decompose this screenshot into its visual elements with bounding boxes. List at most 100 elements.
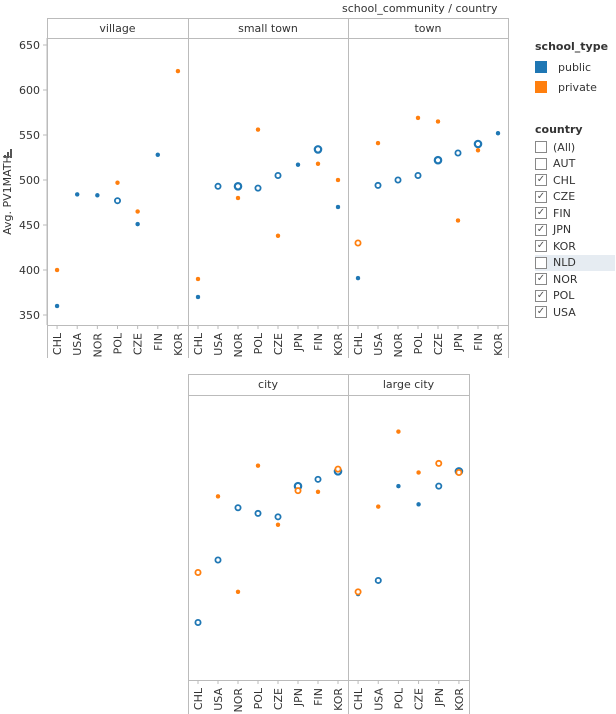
data-point-public[interactable] bbox=[374, 181, 382, 189]
legend-item-public[interactable]: public bbox=[535, 57, 615, 77]
data-point-private[interactable] bbox=[315, 161, 321, 167]
data-point-public[interactable] bbox=[195, 294, 201, 300]
data-point-private[interactable] bbox=[194, 569, 202, 577]
x-tick-label: CHL bbox=[352, 687, 365, 710]
country-filter-item[interactable]: (All) bbox=[535, 139, 615, 156]
data-point-private[interactable] bbox=[195, 276, 201, 282]
x-tick-label: CZE bbox=[272, 688, 285, 710]
country-filter-item[interactable]: ✓ CHL bbox=[535, 172, 615, 189]
data-point-public[interactable] bbox=[74, 192, 80, 197]
country-filter-item[interactable]: ✓ JPN bbox=[535, 222, 615, 239]
country-filter-item[interactable]: ✓ POL bbox=[535, 288, 615, 305]
checkbox[interactable]: ✓ bbox=[535, 240, 547, 253]
country-filter-item[interactable]: AUT bbox=[535, 156, 615, 173]
data-point-private[interactable] bbox=[235, 589, 241, 595]
data-point-private[interactable] bbox=[275, 233, 281, 239]
data-point-public[interactable] bbox=[254, 184, 262, 192]
y-axis-icon[interactable] bbox=[4, 143, 16, 158]
country-filter-label: FIN bbox=[553, 206, 571, 220]
data-point-private[interactable] bbox=[115, 180, 120, 185]
data-point-public[interactable] bbox=[114, 197, 122, 205]
data-point-public[interactable] bbox=[234, 504, 242, 512]
data-point-public[interactable] bbox=[214, 182, 222, 190]
data-point-public[interactable] bbox=[433, 155, 443, 165]
checkbox[interactable]: ✓ bbox=[535, 223, 547, 236]
checkbox[interactable]: ✓ bbox=[535, 190, 547, 203]
x-tick-label: NOR bbox=[232, 688, 245, 713]
data-point-public[interactable] bbox=[416, 502, 421, 507]
data-point-public[interactable] bbox=[495, 130, 501, 136]
data-point-public[interactable] bbox=[254, 509, 262, 517]
checkbox[interactable] bbox=[535, 256, 547, 269]
data-point-private[interactable] bbox=[235, 195, 241, 201]
checkbox[interactable] bbox=[535, 141, 547, 154]
legend-item-private[interactable]: private bbox=[535, 77, 615, 97]
data-point-public[interactable] bbox=[394, 176, 402, 184]
data-point-private[interactable] bbox=[416, 470, 421, 475]
legend-label-private: private bbox=[558, 80, 597, 94]
x-tick-label: NOR bbox=[232, 333, 245, 358]
data-point-private[interactable] bbox=[354, 239, 362, 247]
checkbox[interactable]: ✓ bbox=[535, 289, 547, 302]
data-point-public[interactable] bbox=[335, 204, 341, 210]
data-point-private[interactable] bbox=[294, 487, 302, 495]
checkbox[interactable]: ✓ bbox=[535, 207, 547, 220]
country-filter-item[interactable]: ✓ CZE bbox=[535, 189, 615, 206]
checkbox[interactable]: ✓ bbox=[535, 273, 547, 286]
data-point-public[interactable] bbox=[155, 152, 161, 158]
data-point-private[interactable] bbox=[396, 429, 401, 434]
data-point-private[interactable] bbox=[435, 119, 441, 124]
country-filter-item[interactable]: NLD bbox=[535, 254, 615, 271]
data-point-public[interactable] bbox=[355, 275, 361, 281]
y-tick-label: 500 bbox=[19, 174, 40, 187]
data-point-private[interactable] bbox=[475, 148, 481, 153]
data-point-public[interactable] bbox=[473, 139, 483, 149]
checkmark-icon: ✓ bbox=[536, 306, 546, 318]
data-point-private[interactable] bbox=[255, 127, 261, 132]
data-point-private[interactable] bbox=[135, 209, 140, 214]
facet-title: town bbox=[414, 22, 441, 35]
country-filter-item[interactable]: ✓ FIN bbox=[535, 205, 615, 222]
country-filter-item[interactable]: ✓ USA bbox=[535, 304, 615, 321]
data-point-private[interactable] bbox=[375, 140, 381, 146]
checkbox[interactable]: ✓ bbox=[535, 174, 547, 187]
data-point-public[interactable] bbox=[396, 483, 401, 489]
data-point-private[interactable] bbox=[455, 468, 463, 476]
data-point-public[interactable] bbox=[374, 576, 382, 584]
data-point-private[interactable] bbox=[275, 522, 281, 528]
data-point-public[interactable] bbox=[233, 182, 243, 191]
facet-panel: large city CHL USA POL CZE JPN KOR bbox=[348, 374, 470, 714]
data-point-private[interactable] bbox=[334, 465, 342, 473]
data-point-public[interactable] bbox=[314, 475, 322, 483]
data-point-private[interactable] bbox=[376, 504, 381, 509]
checkmark-icon: ✓ bbox=[536, 190, 546, 202]
data-point-private[interactable] bbox=[175, 68, 181, 74]
data-point-public[interactable] bbox=[95, 193, 100, 198]
data-point-public[interactable] bbox=[274, 513, 282, 521]
data-point-public[interactable] bbox=[454, 149, 462, 157]
data-point-private[interactable] bbox=[315, 489, 321, 495]
data-point-private[interactable] bbox=[215, 494, 221, 499]
data-point-public[interactable] bbox=[274, 171, 282, 179]
data-point-public[interactable] bbox=[194, 619, 202, 627]
checkbox[interactable] bbox=[535, 157, 547, 170]
data-point-public[interactable] bbox=[295, 162, 301, 167]
data-point-public[interactable] bbox=[313, 145, 323, 154]
data-point-private[interactable] bbox=[255, 463, 261, 468]
data-point-public[interactable] bbox=[135, 221, 140, 227]
data-point-private[interactable] bbox=[455, 218, 461, 223]
x-tick-label: KOR bbox=[332, 688, 345, 711]
data-point-private[interactable] bbox=[354, 588, 362, 596]
data-point-public[interactable] bbox=[214, 556, 222, 564]
data-point-public[interactable] bbox=[414, 171, 422, 179]
data-point-public[interactable] bbox=[54, 303, 60, 309]
data-point-private[interactable] bbox=[415, 115, 421, 121]
data-point-public[interactable] bbox=[435, 482, 443, 490]
data-point-private[interactable] bbox=[335, 177, 341, 183]
data-point-private[interactable] bbox=[435, 459, 443, 467]
checkbox[interactable]: ✓ bbox=[535, 306, 547, 319]
data-point-private[interactable] bbox=[54, 267, 60, 273]
country-filter-item[interactable]: ✓ NOR bbox=[535, 271, 615, 288]
country-filter-item[interactable]: ✓ KOR bbox=[535, 238, 615, 255]
x-tick-label: FIN bbox=[472, 333, 485, 351]
